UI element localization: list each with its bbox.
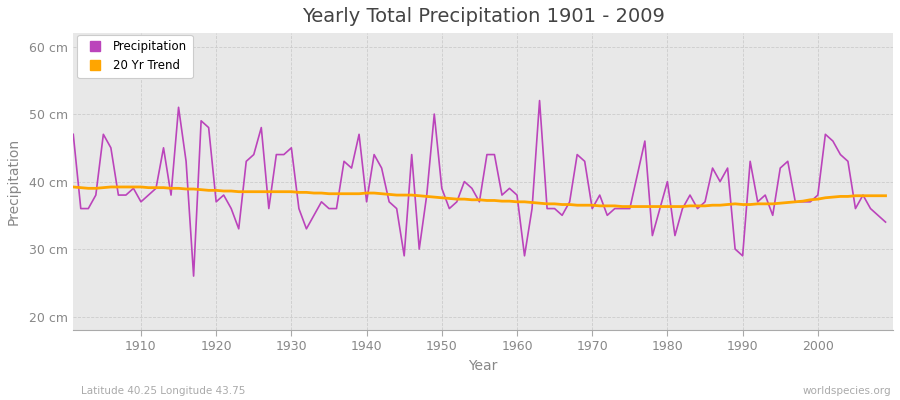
Text: worldspecies.org: worldspecies.org	[803, 386, 891, 396]
Legend: Precipitation, 20 Yr Trend: Precipitation, 20 Yr Trend	[77, 34, 193, 78]
Y-axis label: Precipitation: Precipitation	[7, 138, 21, 225]
Title: Yearly Total Precipitation 1901 - 2009: Yearly Total Precipitation 1901 - 2009	[302, 7, 664, 26]
Text: Latitude 40.25 Longitude 43.75: Latitude 40.25 Longitude 43.75	[81, 386, 246, 396]
X-axis label: Year: Year	[469, 359, 498, 373]
